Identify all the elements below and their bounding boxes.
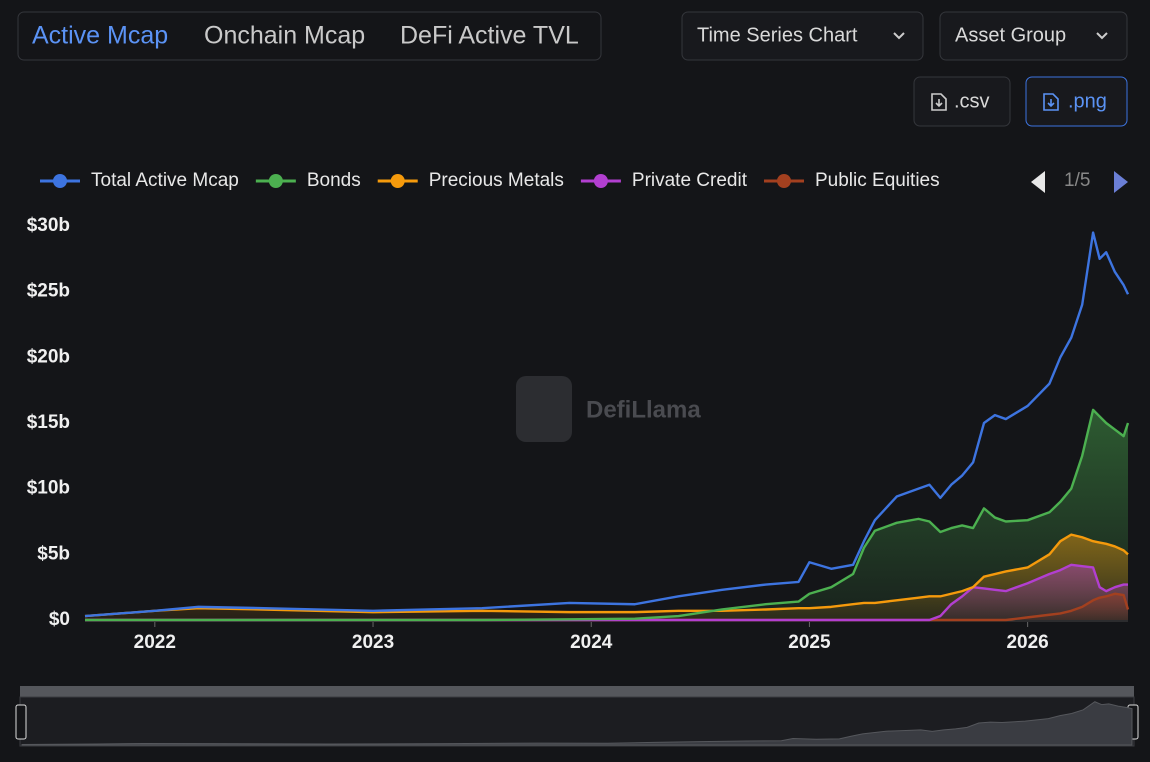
legend-marker <box>390 174 405 188</box>
chevron <box>893 32 905 40</box>
icon <box>931 93 947 111</box>
brush-preview <box>21 701 1133 746</box>
y-tick-label: $25b <box>27 281 70 302</box>
legend-next[interactable] <box>1114 171 1128 193</box>
x-tick-label: 2025 <box>788 632 831 653</box>
series-line <box>84 533 1129 618</box>
y-tick-label: $20b <box>27 346 70 367</box>
watermark: DefiLlama <box>586 396 701 423</box>
icon <box>1043 93 1059 111</box>
legend-prev[interactable] <box>1031 171 1045 193</box>
legend-marker <box>268 174 283 188</box>
y-tick-label: $0 <box>49 609 70 630</box>
brush-handle-bar[interactable] <box>20 686 1134 697</box>
dropdown[interactable] <box>939 11 1128 61</box>
legend-page: 1/5 <box>1064 170 1090 191</box>
button-label[interactable]: .csv <box>954 90 990 112</box>
legend-label: Private Credit <box>632 170 748 191</box>
dropdown[interactable] <box>681 11 924 61</box>
legend-item[interactable]: Precious Metals <box>377 170 564 191</box>
dropdown-label[interactable]: Time Series Chart <box>697 24 858 46</box>
brush-handle[interactable] <box>15 704 27 740</box>
tab-active[interactable]: Active Mcap <box>32 22 168 50</box>
chevron <box>1096 32 1108 40</box>
x-tick-label: 2022 <box>134 632 176 653</box>
y-tick-label: $5b <box>37 543 70 564</box>
series-area <box>85 409 1128 620</box>
y-tick-label: $15b <box>27 412 70 433</box>
legend-label: Public Equities <box>815 170 940 191</box>
legend-label: Total Active Mcap <box>91 170 239 191</box>
tab-group <box>17 11 602 61</box>
watermark-logo <box>516 376 572 442</box>
y-tick-label: $10b <box>27 478 70 499</box>
series-area <box>85 564 1128 620</box>
png-button[interactable] <box>1025 76 1128 127</box>
legend-item[interactable]: Total Active Mcap <box>40 170 239 191</box>
legend-marker <box>593 174 608 188</box>
legend-item[interactable]: Public Equities <box>764 170 940 191</box>
legend-item[interactable]: Private Credit <box>580 170 748 191</box>
tab[interactable]: DeFi Active TVL <box>400 22 579 50</box>
tab[interactable]: Onchain Mcap <box>204 22 365 50</box>
legend-marker <box>53 174 67 188</box>
series-line <box>85 408 1130 622</box>
x-tick-label: 2023 <box>352 632 394 653</box>
series-line <box>84 231 1130 618</box>
csv-button[interactable] <box>913 76 1011 127</box>
legend-marker <box>777 174 791 188</box>
x-tick-label: 2024 <box>570 632 613 653</box>
y-tick-label: $30b <box>27 215 70 236</box>
legend-item[interactable]: Bonds <box>255 170 361 191</box>
x-tick-label: 2026 <box>1006 632 1048 653</box>
button-label[interactable]: .png <box>1068 90 1107 112</box>
legend-label: Bonds <box>307 170 361 191</box>
dropdown-label[interactable]: Asset Group <box>955 24 1066 46</box>
legend-label: Precious Metals <box>429 170 564 191</box>
